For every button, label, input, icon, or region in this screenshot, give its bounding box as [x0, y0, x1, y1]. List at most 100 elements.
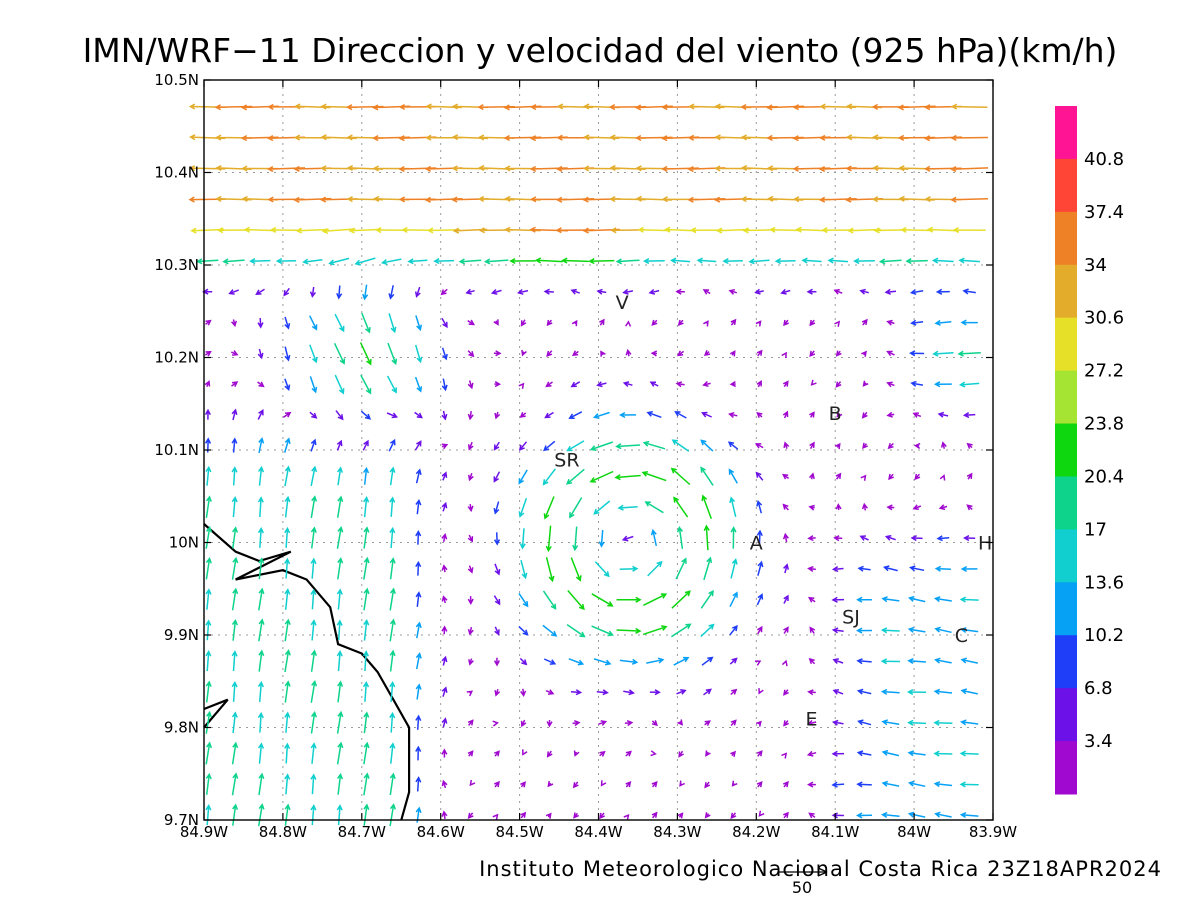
- wind-arrow: [783, 720, 789, 727]
- wind-arrow: [780, 288, 791, 295]
- wind-arrow: [205, 588, 212, 610]
- city-label: C: [955, 625, 968, 647]
- colorbar-swatch: [1055, 635, 1077, 689]
- wind-arrow: [231, 526, 239, 549]
- wind-arrow: [388, 285, 395, 300]
- lon-tick-label: 84.5W: [495, 823, 543, 841]
- wind-arrow: [467, 596, 474, 605]
- wind-arrow: [458, 258, 482, 265]
- wind-arrow: [675, 557, 687, 580]
- wind-arrow: [835, 503, 842, 511]
- wind-arrow: [520, 560, 528, 580]
- wind-arrow: [493, 532, 501, 546]
- wind-arrow: [360, 374, 372, 395]
- wind-arrow: [415, 745, 422, 761]
- wind-arrow: [467, 380, 474, 390]
- lat-tick-label: 9.7N: [164, 811, 199, 829]
- wind-arrow: [884, 288, 897, 295]
- wind-arrow: [934, 657, 952, 664]
- wind-arrow: [729, 657, 738, 665]
- wind-arrow: [310, 679, 318, 703]
- wind-arrow: [646, 411, 662, 419]
- wind-arrow: [625, 780, 632, 788]
- lon-tick-label: 84.8W: [259, 823, 307, 841]
- wind-arrow: [415, 315, 423, 332]
- wind-arrow: [545, 381, 553, 388]
- wind-arrow: [566, 623, 586, 638]
- wind-arrow: [336, 804, 343, 826]
- colorbar-swatch: [1055, 264, 1077, 319]
- city-label: V: [616, 292, 629, 314]
- wind-arrow: [615, 258, 640, 265]
- wind-arrow: [756, 593, 764, 606]
- wind-arrow: [934, 565, 951, 572]
- wind-arrow: [414, 440, 422, 451]
- wind-arrow: [258, 557, 265, 580]
- wind-arrow: [754, 443, 764, 449]
- wind-arrow: [205, 556, 212, 580]
- wind-arrow: [650, 528, 658, 547]
- wind-arrow: [881, 780, 900, 787]
- wind-arrow: [362, 284, 369, 301]
- wind-arrow: [756, 349, 763, 357]
- wind-arrow: [493, 441, 500, 451]
- wind-arrow: [231, 556, 239, 580]
- wind-arrow: [600, 350, 606, 357]
- wind-arrow: [310, 526, 317, 549]
- wind-arrow: [958, 381, 980, 388]
- wind-arrow: [960, 657, 978, 664]
- wind-arrow: [407, 258, 428, 265]
- wind-arrow: [936, 535, 950, 542]
- wind-arrow: [931, 257, 954, 264]
- wind-arrow: [231, 618, 238, 641]
- wind-arrow: [806, 750, 817, 757]
- wind-arrow: [389, 711, 396, 733]
- wind-arrow: [467, 719, 474, 726]
- wind-arrow: [914, 473, 921, 481]
- wind-arrow: [853, 257, 875, 265]
- wind-arrow: [520, 319, 527, 327]
- colorbar-label: 40.8: [1084, 149, 1124, 170]
- wind-arrow: [204, 408, 211, 420]
- wind-arrow: [231, 319, 238, 328]
- wind-arrow: [493, 657, 500, 667]
- wind-arrow: [309, 315, 318, 331]
- wind-arrow: [415, 530, 422, 545]
- wind-arrow: [728, 468, 738, 484]
- wind-arrow: [614, 474, 641, 481]
- wind-arrow: [900, 226, 933, 233]
- wind-arrow: [569, 497, 583, 519]
- wind-arrow: [231, 437, 238, 453]
- wind-arrow: [835, 472, 842, 480]
- wind-arrow: [441, 655, 448, 666]
- wind-arrow: [467, 410, 474, 421]
- wind-arrow: [831, 781, 845, 788]
- wind-arrow: [570, 557, 582, 582]
- wind-arrow: [295, 227, 329, 234]
- wind-arrow: [912, 504, 922, 511]
- wind-arrow: [756, 780, 763, 788]
- wind-arrow: [415, 621, 422, 639]
- wind-arrow: [441, 779, 448, 789]
- colorbar-label: 13.6: [1084, 572, 1124, 593]
- wind-arrow: [441, 378, 448, 392]
- wind-arrow: [494, 750, 500, 757]
- wind-arrow: [910, 535, 923, 542]
- wind-arrow: [494, 688, 501, 697]
- wind-arrow: [363, 803, 370, 826]
- wind-arrow: [809, 626, 816, 634]
- wind-arrow: [467, 626, 474, 636]
- wind-arrow: [933, 688, 953, 695]
- wind-arrow: [543, 288, 554, 295]
- reference-vector: 50: [778, 867, 828, 897]
- wind-arrow: [651, 811, 658, 819]
- wind-arrow: [493, 595, 501, 606]
- wind-arrow: [756, 379, 762, 388]
- colorbar-swatch: [1055, 741, 1077, 795]
- wind-arrow: [641, 470, 667, 482]
- colorbar-swatch: [1055, 582, 1077, 636]
- wind-arrow: [414, 344, 423, 364]
- wind-arrow: [283, 437, 291, 453]
- wind-arrow: [596, 288, 607, 295]
- wind-arrow: [570, 689, 583, 696]
